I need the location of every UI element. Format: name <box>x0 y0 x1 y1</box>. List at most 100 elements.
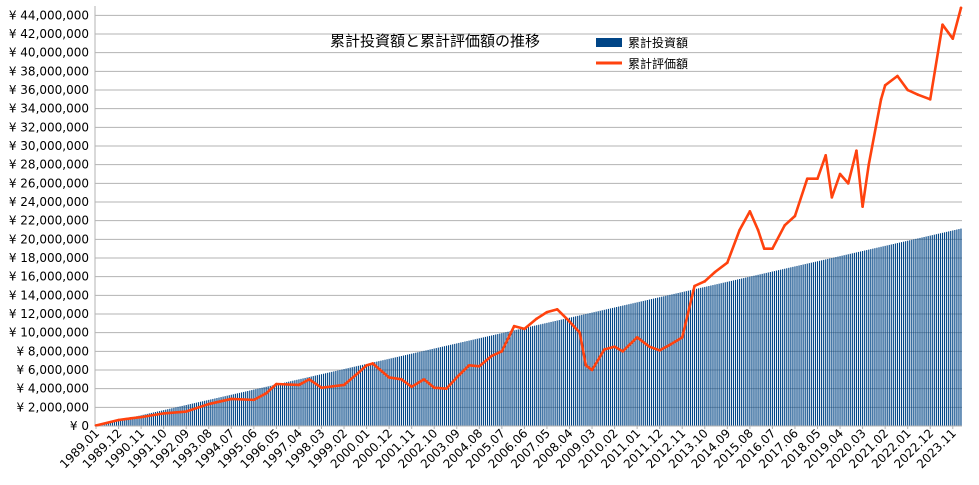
bar <box>557 321 558 426</box>
bar <box>780 270 781 426</box>
bar <box>471 340 472 426</box>
bar <box>700 288 701 426</box>
valuation-point <box>738 229 741 232</box>
bar <box>848 254 849 426</box>
valuation-point <box>941 23 944 26</box>
y-tick-label: ¥ 16,000,000 <box>9 270 89 284</box>
bar <box>860 251 861 426</box>
bar <box>928 236 929 426</box>
bar <box>837 257 838 426</box>
bar <box>608 309 609 426</box>
bar <box>628 304 629 426</box>
bar <box>335 371 336 426</box>
bar <box>376 362 377 426</box>
bar <box>823 260 824 426</box>
bar <box>833 258 834 426</box>
bar <box>653 299 654 426</box>
x-axis-ticks: 1989.011989.121990.111991.101992.091993.… <box>57 426 959 471</box>
valuation-point <box>714 271 717 274</box>
bar <box>954 230 955 426</box>
bar <box>735 280 736 426</box>
bar <box>600 311 601 426</box>
valuation-point <box>578 331 581 334</box>
bar <box>167 409 168 426</box>
bar <box>684 292 685 426</box>
bar <box>546 323 547 426</box>
bar <box>548 322 549 426</box>
bar <box>419 352 420 426</box>
bar <box>458 343 459 426</box>
bar <box>298 379 299 426</box>
bar <box>524 328 525 426</box>
bar <box>296 380 297 426</box>
bar <box>706 286 707 426</box>
bar <box>921 237 922 426</box>
bar <box>425 350 426 426</box>
bar <box>727 282 728 426</box>
bar <box>477 339 478 426</box>
bar <box>583 314 584 426</box>
bar <box>520 329 521 426</box>
bar <box>409 354 410 426</box>
bar <box>368 363 369 426</box>
bar <box>641 301 642 426</box>
valuation-point <box>884 84 887 87</box>
bar <box>282 383 283 426</box>
valuation-point <box>162 412 165 415</box>
bar <box>393 358 394 426</box>
bar <box>819 261 820 426</box>
bar <box>403 356 404 426</box>
bar <box>930 236 931 426</box>
valuation-point <box>613 345 616 348</box>
bar <box>270 386 271 426</box>
bar <box>337 370 338 426</box>
bar <box>946 232 947 426</box>
bar <box>739 279 740 426</box>
bar <box>553 321 554 426</box>
bar <box>288 382 289 426</box>
bar <box>774 271 775 426</box>
bar <box>481 338 482 426</box>
y-tick-label: ¥ 10,000,000 <box>9 326 89 340</box>
bar <box>671 294 672 426</box>
bar <box>632 303 633 426</box>
bar <box>731 281 732 426</box>
bar <box>407 355 408 426</box>
bar <box>350 368 351 426</box>
bar <box>749 277 750 426</box>
bar <box>821 260 822 426</box>
bar <box>428 350 429 426</box>
bar <box>846 255 847 426</box>
bar <box>659 297 660 426</box>
bar <box>499 334 500 426</box>
bar <box>348 368 349 426</box>
bar <box>501 333 502 426</box>
bar <box>926 237 927 426</box>
bar <box>182 406 183 426</box>
bar <box>762 274 763 426</box>
bar <box>532 326 533 426</box>
bar <box>612 308 613 426</box>
bar <box>913 239 914 426</box>
valuation-point <box>771 247 774 250</box>
bar <box>255 389 256 426</box>
bar <box>842 256 843 426</box>
bar <box>866 250 867 426</box>
bar <box>569 318 570 426</box>
bar <box>518 329 519 426</box>
valuation-point <box>951 37 954 40</box>
y-tick-label: ¥ 18,000,000 <box>9 251 89 265</box>
bar <box>682 292 683 426</box>
bar <box>192 404 193 426</box>
bar <box>341 370 342 426</box>
y-tick-label: ¥ 14,000,000 <box>9 288 89 302</box>
bar <box>540 324 541 426</box>
bar <box>286 382 287 426</box>
bar <box>725 282 726 426</box>
valuation-point <box>400 378 403 381</box>
bar <box>606 309 607 426</box>
bar <box>911 240 912 426</box>
y-tick-label: ¥ 6,000,000 <box>16 363 89 377</box>
valuation-point <box>929 98 932 101</box>
bar <box>694 289 695 426</box>
